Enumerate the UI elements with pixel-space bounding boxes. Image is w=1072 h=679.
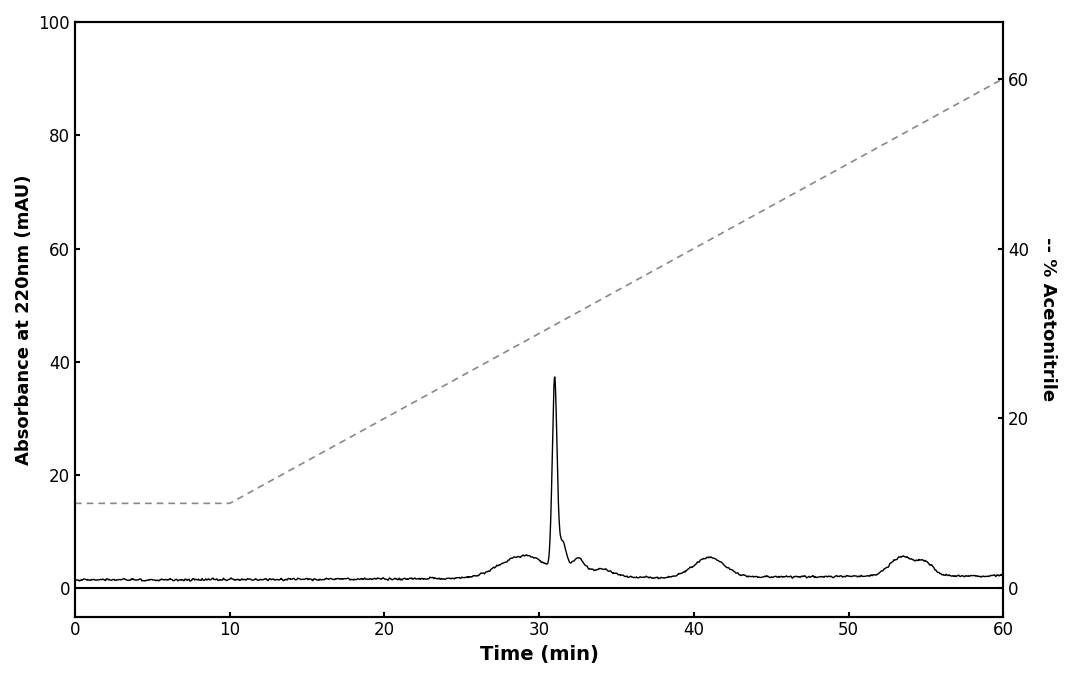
Y-axis label: -- % Acetonitrile: -- % Acetonitrile bbox=[1039, 237, 1057, 401]
Y-axis label: Absorbance at 220nm (mAU): Absorbance at 220nm (mAU) bbox=[15, 174, 33, 464]
X-axis label: Time (min): Time (min) bbox=[479, 645, 598, 664]
